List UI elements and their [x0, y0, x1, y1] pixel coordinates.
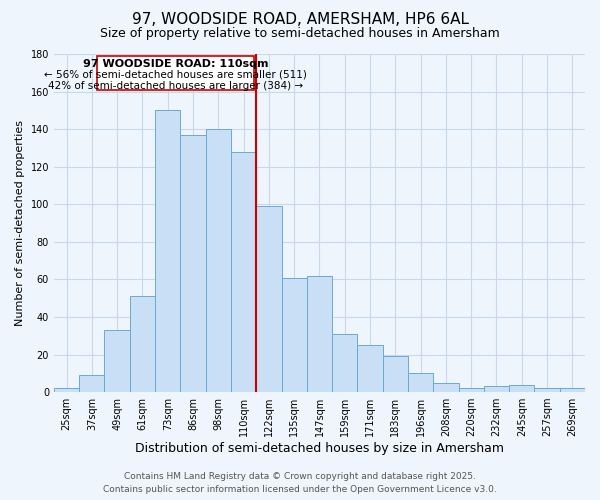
Bar [79, 375, 104, 392]
Bar [231, 152, 256, 392]
Bar [458, 388, 484, 392]
Bar [509, 384, 535, 392]
Bar [535, 388, 560, 392]
X-axis label: Distribution of semi-detached houses by size in Amersham: Distribution of semi-detached houses by … [135, 442, 504, 455]
Bar [206, 129, 231, 392]
Bar [256, 206, 281, 392]
Text: Size of property relative to semi-detached houses in Amersham: Size of property relative to semi-detach… [100, 28, 500, 40]
Bar [130, 296, 155, 392]
Bar [332, 334, 358, 392]
Text: 42% of semi-detached houses are larger (384) →: 42% of semi-detached houses are larger (… [48, 81, 303, 91]
Bar [307, 276, 332, 392]
Bar [408, 374, 433, 392]
Text: ← 56% of semi-detached houses are smaller (511): ← 56% of semi-detached houses are smalle… [44, 70, 307, 80]
Bar [358, 345, 383, 392]
Bar [155, 110, 181, 392]
Bar [484, 386, 509, 392]
Text: 97, WOODSIDE ROAD, AMERSHAM, HP6 6AL: 97, WOODSIDE ROAD, AMERSHAM, HP6 6AL [131, 12, 469, 28]
Bar [560, 388, 585, 392]
FancyBboxPatch shape [97, 56, 254, 90]
Text: 97 WOODSIDE ROAD: 110sqm: 97 WOODSIDE ROAD: 110sqm [83, 58, 268, 68]
Bar [104, 330, 130, 392]
Y-axis label: Number of semi-detached properties: Number of semi-detached properties [15, 120, 25, 326]
Bar [181, 135, 206, 392]
Bar [433, 382, 458, 392]
Bar [383, 356, 408, 392]
Bar [281, 278, 307, 392]
Text: Contains HM Land Registry data © Crown copyright and database right 2025.
Contai: Contains HM Land Registry data © Crown c… [103, 472, 497, 494]
Bar [54, 388, 79, 392]
